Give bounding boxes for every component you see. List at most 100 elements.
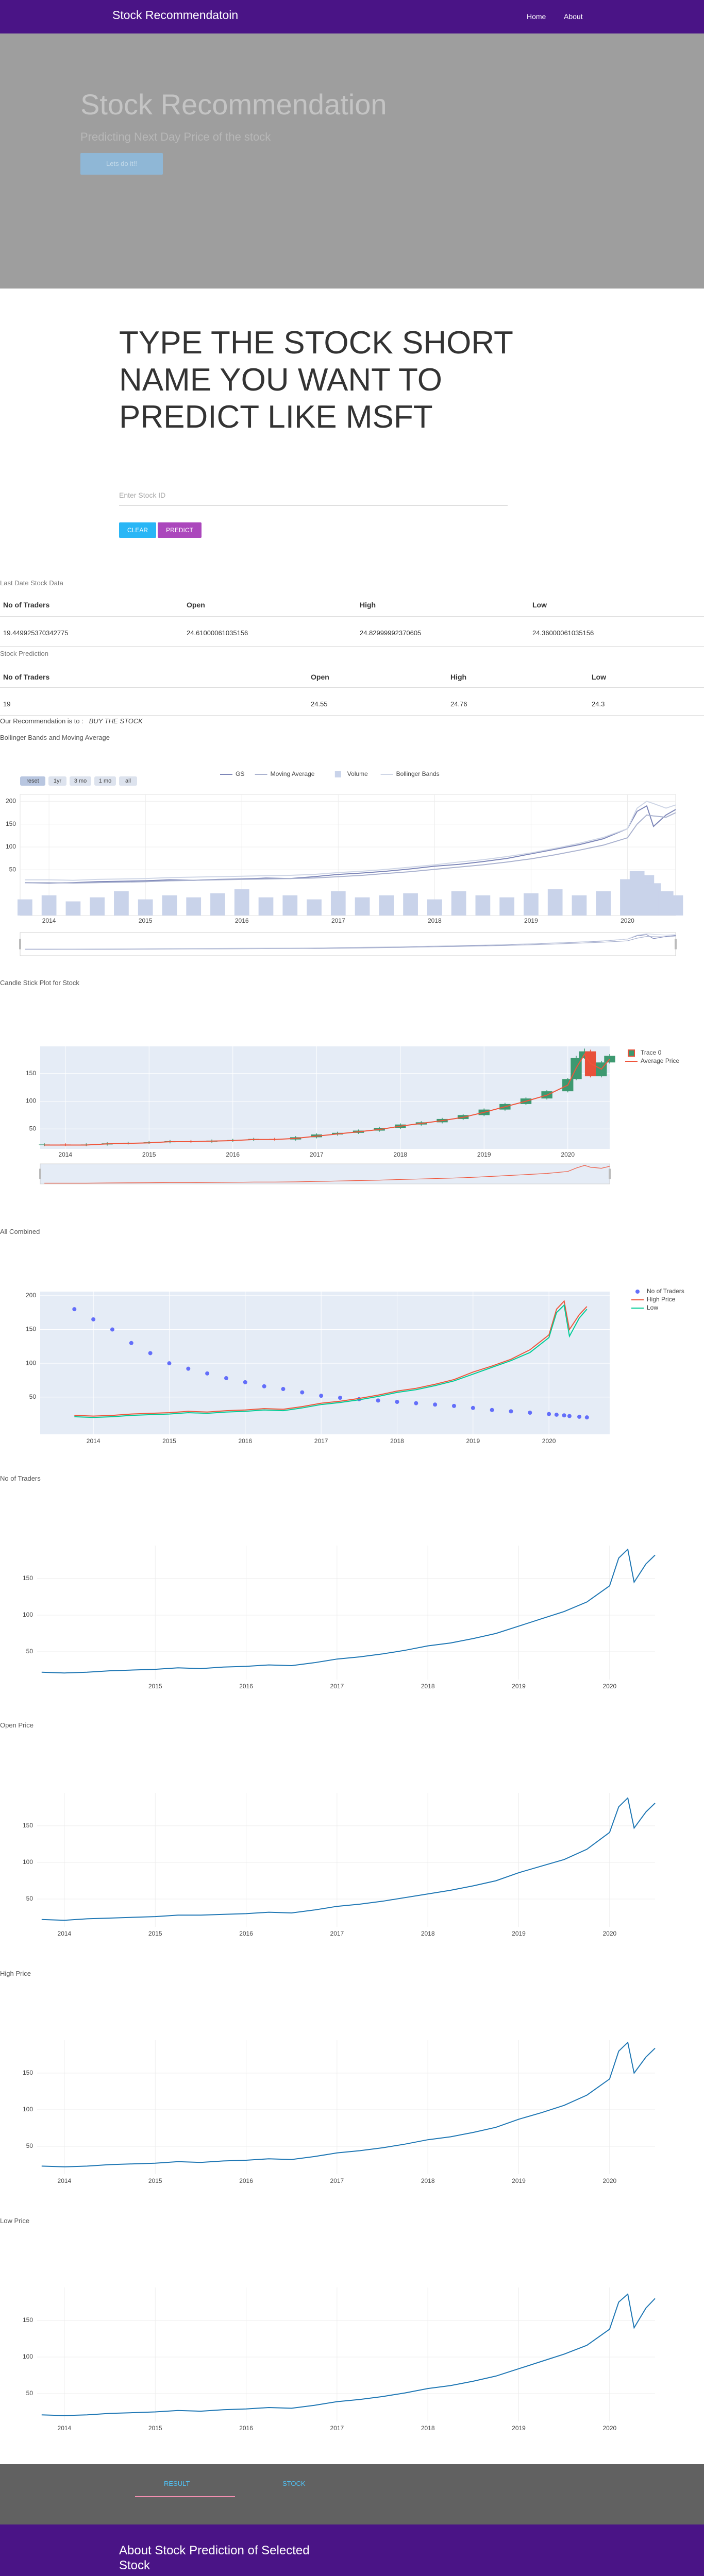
marker xyxy=(376,1398,380,1403)
row-line xyxy=(0,616,704,617)
x-tick-label: 2016 xyxy=(226,1151,240,1158)
nav-link[interactable]: About xyxy=(564,12,583,21)
x-tick-label: 2015 xyxy=(142,1151,156,1158)
legend-label: Trace 0 xyxy=(641,1049,662,1056)
y-tick-label: 150 xyxy=(23,2069,33,2076)
range-button[interactable] xyxy=(20,776,45,786)
slider-line xyxy=(25,936,676,950)
marker xyxy=(547,1412,551,1416)
y-tick-label: 150 xyxy=(6,820,16,827)
y-tick-label: 100 xyxy=(26,1359,36,1366)
plot-area xyxy=(37,2287,655,2421)
x-tick-label: 2017 xyxy=(330,1683,344,1690)
range-slider xyxy=(20,932,676,956)
y-tick-label: 100 xyxy=(26,1097,36,1105)
legend-label: Average Price xyxy=(641,1057,679,1064)
x-tick-label: 2014 xyxy=(42,917,56,924)
line xyxy=(41,2041,656,2167)
legend-label: Volume xyxy=(347,770,368,777)
x-tick-label: 2018 xyxy=(393,1151,407,1158)
table-cell: 24.36000061035156 xyxy=(532,629,594,637)
table-header: Low xyxy=(592,673,606,681)
table-header: Low xyxy=(532,601,547,609)
volume-bar xyxy=(258,897,274,916)
marker xyxy=(110,1327,114,1332)
x-tick-label: 2019 xyxy=(512,2177,526,2184)
x-tick-label: 2014 xyxy=(58,1930,72,1937)
volume-bar xyxy=(138,899,153,916)
marker xyxy=(186,1366,191,1371)
legend-symbol xyxy=(628,1049,635,1057)
volume-bar xyxy=(451,891,466,916)
range-button[interactable] xyxy=(94,776,116,786)
stock-input[interactable]: Enter Stock ID xyxy=(119,491,166,499)
chart-title: Candle Stick Plot for Stock xyxy=(0,979,79,987)
y-tick-label: 150 xyxy=(26,1326,36,1333)
brand[interactable]: Stock Recommendatoin xyxy=(112,8,239,22)
x-tick-label: 2018 xyxy=(421,1930,435,1937)
y-tick-label: 200 xyxy=(26,1292,36,1299)
chart: 50 100 150 2014 2015 2016 2017 2018 2019 2020 Trac… xyxy=(26,1046,679,1184)
footer-links: RESULT STOCK xyxy=(0,2464,704,2524)
x-tick-label: 2017 xyxy=(331,917,345,924)
marker xyxy=(451,1403,456,1408)
y-tick-label: 150 xyxy=(23,2316,33,2324)
volume-bar xyxy=(403,893,418,916)
hero-subtitle: Predicting Next Day Price of the stock xyxy=(80,130,271,143)
y-tick-label: 50 xyxy=(29,1393,37,1400)
marker xyxy=(490,1408,494,1412)
volume-bar xyxy=(547,889,563,916)
y-tick-label: 100 xyxy=(23,2353,33,2360)
x-tick-label: 2018 xyxy=(421,2177,435,2184)
prompt-heading: TYPE THE STOCK SHORT NAME YOU WANT TO PR… xyxy=(119,325,513,435)
x-tick-label: 2018 xyxy=(421,2425,435,2432)
x-tick-label: 2020 xyxy=(602,2177,616,2184)
chart: 50 100 150 2014 2015 2016 2017 2018 2019 2020 xyxy=(23,2040,656,2184)
line xyxy=(41,1548,656,1674)
volume-bar xyxy=(572,895,587,916)
slider-handle xyxy=(39,1168,41,1179)
chart: 50 100 150 2014 2015 2016 2017 2018 2019 2020 xyxy=(23,1793,656,1937)
nav-link[interactable]: Home xyxy=(527,12,546,21)
predict-button[interactable]: PREDICT xyxy=(158,522,202,538)
x-tick-label: 2014 xyxy=(58,2425,72,2432)
line xyxy=(41,1797,656,1921)
y-tick-label: 200 xyxy=(6,797,16,804)
volume-bar xyxy=(646,883,661,916)
range-button[interactable] xyxy=(119,776,137,786)
plot-area xyxy=(37,1793,655,1927)
range-button-label: reset xyxy=(26,778,39,784)
footer-link[interactable]: RESULT xyxy=(164,2480,190,2487)
marker xyxy=(224,1376,228,1381)
table-cell: 24.76 xyxy=(450,700,467,708)
volume-bar xyxy=(499,897,515,916)
table-header: High xyxy=(450,673,467,681)
marker xyxy=(433,1402,438,1407)
volume-bar xyxy=(17,899,32,916)
x-tick-label: 2015 xyxy=(148,1683,162,1690)
marker xyxy=(319,1394,324,1398)
slider-handle xyxy=(675,939,677,950)
slider-handle xyxy=(19,939,21,950)
recommendation: Our Recommendation is to : BUY THE STOCK xyxy=(0,717,143,725)
marker xyxy=(471,1405,475,1410)
chart: 50 100 150 2014 2015 2016 2017 2018 2019 2020 xyxy=(23,2287,656,2432)
marker xyxy=(148,1351,153,1355)
range-button[interactable] xyxy=(48,776,66,786)
plot-area xyxy=(40,1046,610,1149)
volume-bar xyxy=(668,895,683,916)
recommendation-label: Our Recommendation is to : xyxy=(0,717,83,725)
hero-button[interactable]: Lets do it!! xyxy=(80,153,163,175)
x-tick-label: 2015 xyxy=(162,1437,176,1445)
volume-bar xyxy=(186,897,202,916)
clear-button[interactable]: CLEAR xyxy=(119,522,156,538)
slider-line xyxy=(25,933,676,950)
marker xyxy=(281,1387,286,1392)
legend-label: High Price xyxy=(647,1296,676,1303)
table-cell: 24.3 xyxy=(592,700,605,708)
footer-title: About Stock Prediction of Selected Stock xyxy=(119,2544,310,2572)
range-button[interactable] xyxy=(70,776,91,786)
footer-link[interactable]: STOCK xyxy=(282,2480,306,2487)
navbar: Stock Recommendatoin Home About xyxy=(0,0,704,33)
